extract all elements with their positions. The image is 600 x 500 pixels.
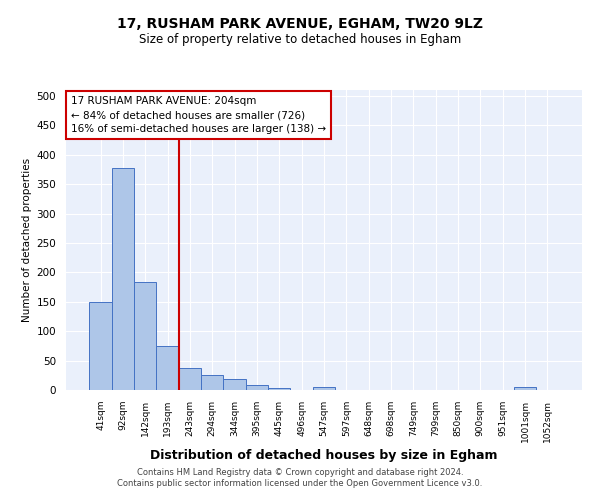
Y-axis label: Number of detached properties: Number of detached properties (22, 158, 32, 322)
Bar (112, 168, 134, 390)
Bar (268, 388, 290, 390)
Bar (89, 302, 112, 390)
Text: Size of property relative to detached houses in Egham: Size of property relative to detached ho… (139, 32, 461, 46)
Text: 17 RUSHAM PARK AVENUE: 204sqm
← 84% of detached houses are smaller (726)
16% of : 17 RUSHAM PARK AVENUE: 204sqm ← 84% of d… (71, 96, 326, 134)
Bar (514, 387, 536, 390)
Bar (246, 386, 268, 390)
Bar (313, 387, 335, 390)
Bar (201, 376, 223, 390)
Bar (157, 346, 179, 390)
Bar (223, 380, 246, 390)
Bar (179, 368, 201, 390)
Text: 17, RUSHAM PARK AVENUE, EGHAM, TW20 9LZ: 17, RUSHAM PARK AVENUE, EGHAM, TW20 9LZ (117, 18, 483, 32)
Text: Contains HM Land Registry data © Crown copyright and database right 2024.
Contai: Contains HM Land Registry data © Crown c… (118, 468, 482, 487)
X-axis label: Distribution of detached houses by size in Egham: Distribution of detached houses by size … (150, 449, 498, 462)
Bar (134, 282, 157, 390)
